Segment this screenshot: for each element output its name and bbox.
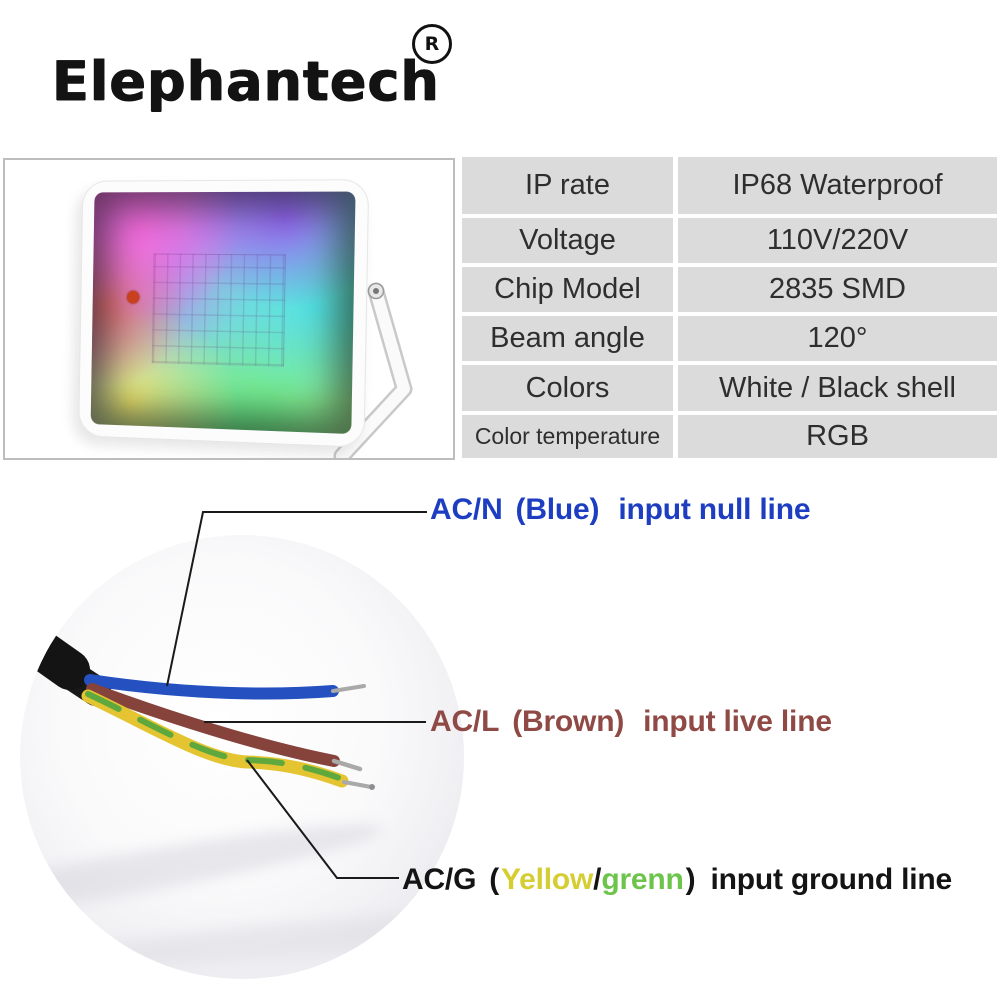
wire-code: AC/G — [402, 863, 477, 896]
spec-value: White / Black shell — [678, 365, 997, 411]
indicator-dot — [126, 290, 140, 304]
spec-value: 2835 SMD — [678, 267, 997, 312]
spec-value: RGB — [678, 415, 997, 458]
wire-color-note: (Brown) — [512, 705, 625, 738]
callout-line-null — [166, 511, 427, 687]
blue-wire — [84, 674, 339, 700]
wire-code: AC/N — [430, 493, 503, 526]
brand-logo: Elephantech — [52, 50, 440, 113]
wire-code: AC/L — [430, 705, 500, 738]
yellow-word: Yellow — [501, 863, 594, 896]
wire-desc: input null line — [618, 493, 811, 526]
blue-wire-tip — [331, 684, 366, 693]
spec-label: Voltage — [462, 218, 673, 263]
brown-wire-tip — [331, 758, 363, 772]
wire-label-ground: AC/G (Yellow/grenn) input ground line — [402, 861, 952, 899]
spec-label: Beam angle — [462, 316, 673, 361]
callout-line-ground — [246, 759, 399, 879]
spec-label: Color temperature — [462, 415, 673, 458]
wire-desc: input ground line — [710, 863, 953, 896]
open-paren: ( — [489, 863, 499, 896]
led-chip-grid — [152, 253, 287, 367]
stand-bracket — [336, 285, 410, 458]
cable-jacket-outer — [20, 616, 90, 690]
spec-value: 110V/220V — [678, 218, 997, 263]
wire-color-note: (Blue) — [515, 493, 600, 526]
ground-wire-green-stripe — [85, 691, 345, 782]
floodlight-rgb-screen — [90, 191, 356, 435]
ground-wire-ferrule — [369, 784, 375, 790]
floodlight-photo — [3, 158, 455, 460]
slash: / — [593, 863, 602, 896]
spec-value: 120° — [678, 316, 997, 361]
spec-label: Chip Model — [462, 267, 673, 312]
wire-label-null: AC/N (Blue) input null line — [430, 491, 811, 529]
spec-label: Colors — [462, 365, 673, 411]
brown-wire — [86, 683, 340, 767]
wire-desc: input live line — [643, 705, 832, 738]
floodlight-body — [78, 179, 370, 448]
ground-wire-tip — [342, 780, 373, 789]
green-word: grenn — [601, 863, 684, 896]
stand-hinge-screw — [373, 288, 379, 294]
spec-label: IP rate — [462, 157, 673, 214]
close-paren: ) — [685, 863, 696, 896]
wiring-photo — [20, 511, 464, 979]
spec-value: IP68 Waterproof — [678, 157, 997, 214]
floodlight-stand-graphic — [333, 282, 413, 458]
wire-label-live: AC/L (Brown) input live line — [430, 703, 832, 741]
spec-table: IP rate IP68 Waterproof Voltage 110V/220… — [462, 157, 997, 458]
registered-trademark-icon: R — [412, 24, 452, 64]
